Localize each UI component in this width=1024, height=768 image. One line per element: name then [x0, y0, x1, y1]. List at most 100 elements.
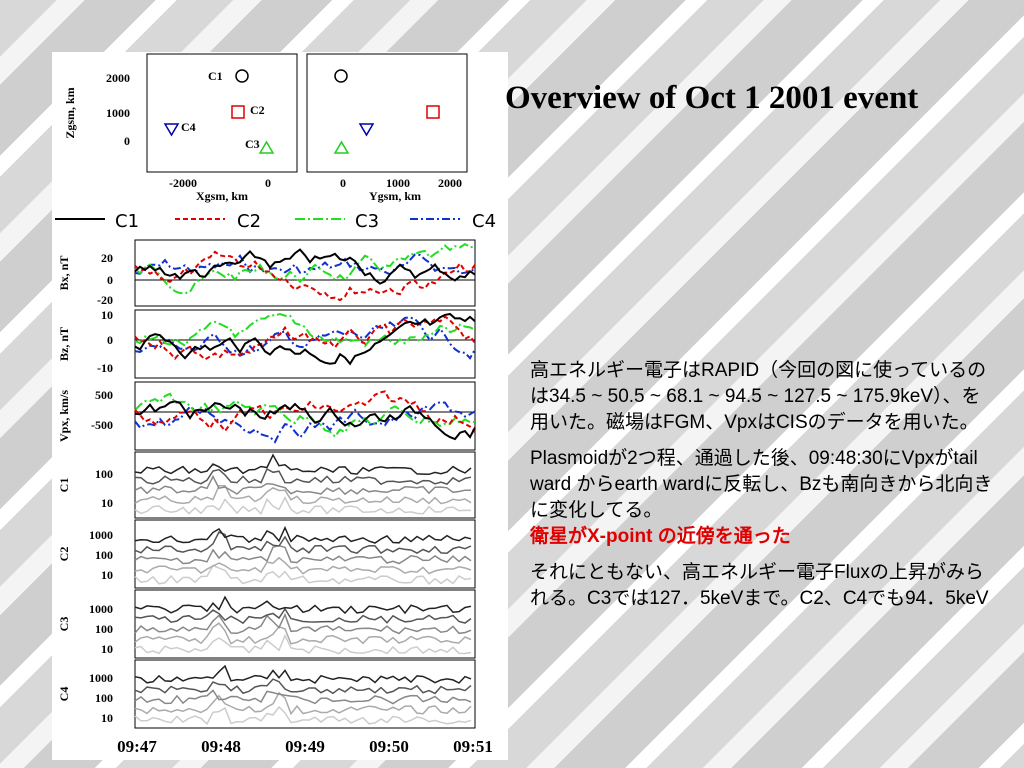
time-tick-label: 09:50 — [369, 737, 409, 756]
sc-label: C4 — [181, 120, 196, 134]
panel — [134, 519, 476, 589]
tick-label: -500 — [91, 418, 113, 432]
sc-marker — [258, 140, 275, 154]
flux-trace — [134, 612, 472, 635]
trace — [134, 400, 476, 441]
legend-label: C3 — [355, 211, 379, 232]
axis-label: Zgsm, km — [63, 87, 77, 138]
flux-trace — [134, 678, 472, 695]
flux-trace — [134, 544, 472, 565]
tick-label: 1000 — [106, 106, 130, 120]
panel — [134, 309, 476, 379]
axis-label: Ygsm, km — [369, 189, 421, 203]
sc-marker — [231, 105, 245, 119]
sc-label: C1 — [208, 69, 223, 83]
tick-label: 10 — [101, 711, 113, 725]
tick-label: 0 — [265, 176, 271, 190]
text: Plasmoidが2つ程、通過した後、09:48:30にVpxがtail war… — [530, 448, 993, 521]
paragraph: Plasmoidが2つ程、通過した後、09:48:30にVpxがtail war… — [530, 446, 995, 550]
legend-label: C2 — [237, 211, 261, 232]
time-tick-label: 09:49 — [285, 737, 325, 756]
slide-title: Overview of Oct 1 2001 event — [505, 80, 919, 116]
time-tick-label: 09:48 — [201, 737, 241, 756]
flux-trace — [134, 705, 472, 726]
flux-trace — [134, 691, 472, 716]
tick-label: 100 — [95, 691, 113, 705]
panel-label: C2 — [57, 547, 71, 562]
flux-trace — [134, 467, 472, 486]
sc-marker — [235, 69, 249, 83]
tick-label: 500 — [95, 388, 113, 402]
flux-trace — [134, 525, 472, 544]
legend-label: C4 — [472, 211, 496, 232]
tick-label: 0 — [340, 176, 346, 190]
trace — [134, 316, 476, 360]
panel-label: C1 — [57, 478, 71, 493]
paragraph: 高エネルギー電子はRAPID（今回の図に使っているのは34.5 ~ 50.5 ~… — [530, 358, 995, 436]
text: それにともない、高エネルギー電子Fluxの上昇がみられる。C3では127．5ke… — [530, 562, 989, 609]
panel-label: Vpx, km/s — [57, 390, 71, 442]
tick-label: 0 — [124, 134, 130, 148]
tick-label: 10 — [101, 642, 113, 656]
flux-trace — [134, 664, 472, 684]
flux-trace — [134, 595, 472, 615]
trace — [134, 250, 476, 302]
panel-label: C4 — [57, 687, 71, 702]
sc-marker — [358, 123, 375, 137]
panel — [134, 381, 476, 451]
sc-marker — [163, 123, 180, 137]
time-tick-label: 09:51 — [453, 737, 493, 756]
flux-trace — [134, 474, 472, 496]
tick-label: 1000 — [89, 528, 113, 542]
highlight-text: 衛星がX-point の近傍を通った — [530, 526, 791, 547]
tick-label: -2000 — [169, 176, 197, 190]
sc-marker — [426, 105, 440, 119]
time-tick-label: 09:47 — [117, 737, 157, 756]
flux-trace — [134, 556, 472, 575]
tick-label: 2000 — [106, 71, 130, 85]
tick-label: 100 — [95, 548, 113, 562]
trace — [134, 248, 476, 285]
trace — [134, 390, 476, 433]
flux-trace — [134, 531, 472, 555]
legend-label: C1 — [115, 211, 139, 232]
tick-label: -20 — [97, 293, 113, 307]
axis-label: Xgsm, km — [196, 189, 248, 203]
flux-trace — [134, 564, 472, 585]
sc-marker — [333, 140, 350, 154]
flux-trace — [134, 633, 472, 655]
trace — [134, 312, 476, 366]
tick-label: 10 — [101, 568, 113, 582]
flux-trace — [134, 689, 472, 705]
tick-label: 20 — [101, 251, 113, 265]
tick-label: 100 — [95, 622, 113, 636]
tick-label: 0 — [107, 273, 113, 287]
tick-label: 1000 — [89, 671, 113, 685]
sc-label: C3 — [245, 137, 260, 151]
orbit-box — [146, 53, 298, 173]
panel — [134, 659, 476, 729]
trace — [134, 243, 476, 295]
text: 高エネルギー電子はRAPID（今回の図に使っているのは34.5 ~ 50.5 ~… — [530, 360, 987, 433]
tick-label: 0 — [107, 333, 113, 347]
trace — [134, 312, 476, 348]
panel — [134, 451, 476, 519]
sc-label: C2 — [250, 103, 265, 117]
flux-trace — [134, 622, 472, 645]
flux-trace — [134, 484, 472, 505]
tick-label: -10 — [97, 361, 113, 375]
flux-trace — [134, 496, 472, 516]
panel-label: Bx, nT — [57, 256, 71, 291]
flux-trace — [134, 453, 472, 476]
tick-label: 2000 — [438, 176, 462, 190]
tick-label: 10 — [101, 308, 113, 322]
paragraph: それにともない、高エネルギー電子Fluxの上昇がみられる。C3では127．5ke… — [530, 560, 995, 612]
body-text: 高エネルギー電子はRAPID（今回の図に使っているのは34.5 ~ 50.5 ~… — [530, 358, 995, 622]
sc-marker — [334, 69, 348, 83]
orbit-box — [306, 53, 468, 173]
panel-label: Bz, nT — [57, 327, 71, 361]
panel — [134, 589, 476, 659]
tick-label: 1000 — [386, 176, 410, 190]
tick-label: 1000 — [89, 602, 113, 616]
